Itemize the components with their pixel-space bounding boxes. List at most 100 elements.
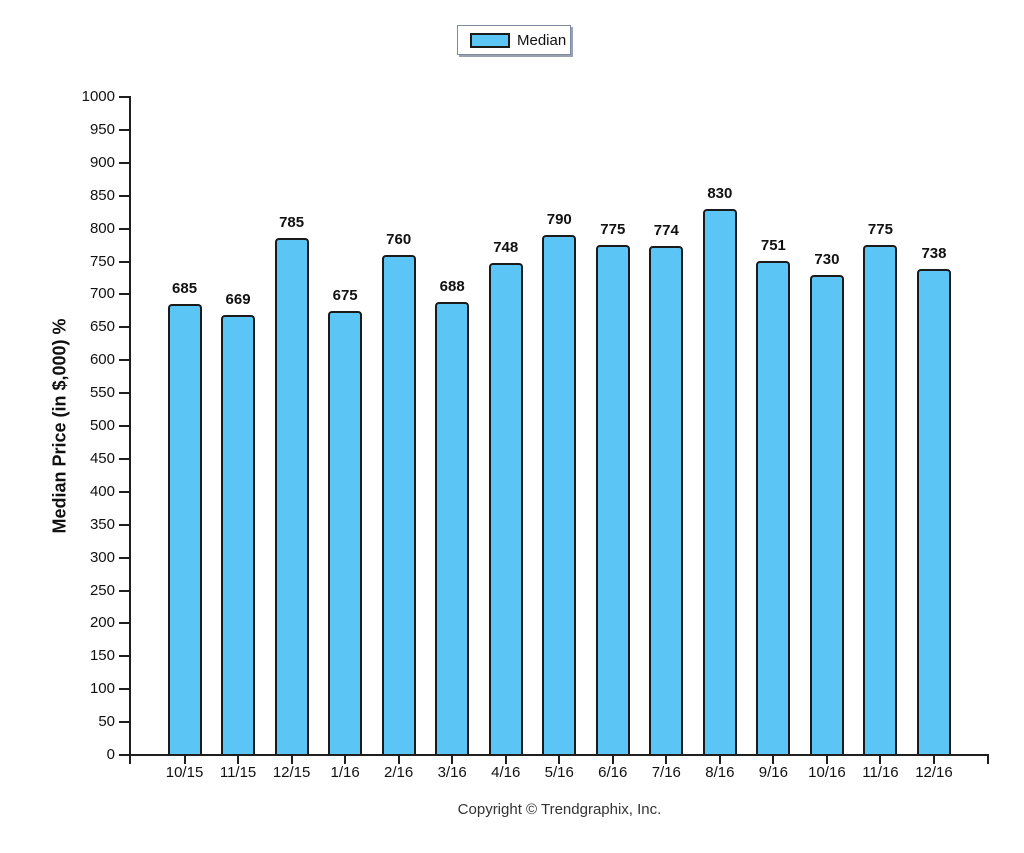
y-tick <box>119 227 129 230</box>
y-tick <box>119 721 129 724</box>
y-tick <box>119 260 129 263</box>
x-tick-label: 10/16 <box>808 764 846 781</box>
x-tick-label: 1/16 <box>330 764 360 781</box>
bar-11/15 <box>221 314 256 755</box>
bar-value-label: 775 <box>600 221 626 239</box>
bar-11/16 <box>863 245 898 755</box>
x-tick-label: 3/16 <box>437 764 467 781</box>
x-axis-end-tick <box>986 755 989 764</box>
x-tick <box>451 755 454 764</box>
x-tick-label: 12/15 <box>272 764 311 781</box>
x-tick-label: 11/15 <box>219 764 257 781</box>
y-tick <box>119 622 129 625</box>
bar-value-label: 669 <box>225 290 251 308</box>
bar-8/16 <box>702 208 737 755</box>
x-tick <box>344 755 347 764</box>
x-tick <box>504 755 507 764</box>
x-tick <box>772 755 775 764</box>
x-axis-end-tick <box>129 755 131 764</box>
bar-2/16 <box>381 254 416 755</box>
bar-12/16 <box>916 269 951 755</box>
bar-4/16 <box>488 262 523 755</box>
x-tick-label: 11/16 <box>862 764 899 781</box>
bar-value-label: 760 <box>386 230 412 248</box>
y-tick-label: 700 <box>89 285 115 303</box>
y-tick-label: 450 <box>89 449 115 467</box>
x-tick-label: 4/16 <box>491 764 521 781</box>
y-tick <box>119 128 129 131</box>
bar-value-label: 775 <box>867 221 893 239</box>
legend-swatch-median <box>470 32 510 48</box>
bar-12/15 <box>274 238 309 755</box>
x-tick-label: 10/15 <box>165 764 204 781</box>
copyright-text: Copyright © Trendgraphix, Inc. <box>457 801 662 818</box>
x-tick-label: 8/16 <box>705 764 735 781</box>
bar-value-label: 790 <box>546 211 572 229</box>
y-tick-label: 800 <box>89 219 115 237</box>
y-tick-label: 200 <box>89 614 115 632</box>
y-tick <box>119 655 129 658</box>
y-tick-label: 150 <box>89 647 115 665</box>
bar-6/16 <box>595 245 630 755</box>
y-tick <box>119 359 129 362</box>
y-tick-label: 50 <box>98 713 115 731</box>
bar-10/16 <box>809 274 844 755</box>
x-tick <box>879 755 882 764</box>
x-tick <box>932 755 935 764</box>
x-tick <box>665 755 668 764</box>
y-tick <box>119 392 129 395</box>
bar-value-label: 730 <box>814 250 840 268</box>
bar-value-label: 685 <box>172 280 198 298</box>
bar-value-label: 774 <box>653 221 679 239</box>
bar-value-label: 830 <box>707 184 733 202</box>
y-tick-label: 850 <box>89 186 115 204</box>
x-tick-label: 2/16 <box>384 764 414 781</box>
y-tick <box>119 457 129 460</box>
y-tick-label: 950 <box>89 120 115 138</box>
bar-value-label: 675 <box>332 286 358 304</box>
bar-5/16 <box>542 235 577 755</box>
y-tick <box>119 326 129 329</box>
y-tick-label: 650 <box>89 318 115 336</box>
x-tick <box>237 755 240 764</box>
bar-value-label: 785 <box>279 214 305 232</box>
y-tick <box>119 490 129 493</box>
x-tick <box>183 755 186 764</box>
y-tick-label: 0 <box>106 746 115 763</box>
y-tick <box>119 688 129 691</box>
y-tick <box>119 425 129 427</box>
x-tick-label: 12/16 <box>915 764 953 781</box>
y-tick-label: 400 <box>89 482 115 500</box>
x-tick <box>290 755 293 764</box>
y-tick <box>119 754 129 756</box>
y-tick-label: 550 <box>89 384 115 402</box>
x-tick-label: 6/16 <box>598 764 628 781</box>
bar-value-label: 688 <box>439 278 465 296</box>
bar-value-label: 748 <box>493 238 519 256</box>
x-tick <box>558 755 561 764</box>
bar-1/16 <box>328 310 363 755</box>
x-tick <box>825 755 828 764</box>
y-tick-label: 750 <box>89 252 115 270</box>
y-tick <box>119 293 129 296</box>
y-tick-label: 300 <box>89 548 115 566</box>
x-tick-label: 9/16 <box>758 764 788 781</box>
y-tick <box>119 161 129 164</box>
x-tick <box>718 755 721 764</box>
y-tick <box>119 556 129 559</box>
y-tick <box>119 589 129 592</box>
x-tick <box>397 755 400 764</box>
legend-label: Median <box>517 31 567 49</box>
x-tick-label: 7/16 <box>651 764 681 781</box>
legend: Median <box>457 25 571 55</box>
y-tick-label: 100 <box>89 680 115 698</box>
y-tick <box>119 194 129 197</box>
bar-value-label: 738 <box>921 245 947 263</box>
y-tick <box>119 523 129 526</box>
y-tick-label: 500 <box>89 417 115 434</box>
y-axis <box>129 96 131 756</box>
y-tick-label: 250 <box>89 581 115 599</box>
y-tick-label: 1000 <box>81 88 115 105</box>
bar-7/16 <box>649 245 684 755</box>
